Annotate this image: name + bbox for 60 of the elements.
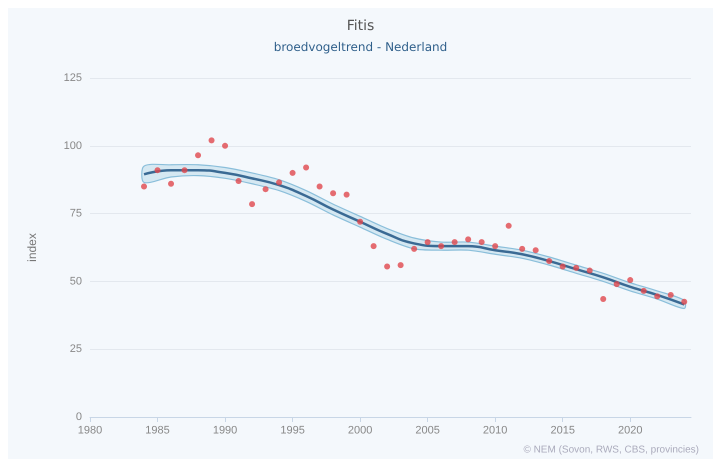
y-axis-title: index	[25, 233, 39, 262]
x-tick-label: 2000	[348, 424, 372, 436]
point	[249, 201, 256, 208]
point	[640, 288, 647, 294]
point	[424, 239, 431, 246]
point	[478, 239, 485, 246]
point	[344, 192, 350, 198]
point	[222, 142, 228, 149]
point	[182, 167, 188, 174]
point	[208, 137, 215, 144]
point	[411, 246, 418, 252]
point	[573, 264, 580, 271]
point	[303, 164, 310, 170]
point	[586, 268, 593, 274]
point	[438, 243, 444, 250]
point	[370, 243, 377, 250]
chart-subtitle: broedvogeltrend - Nederland	[274, 40, 448, 54]
x-tick-label: 2020	[618, 424, 642, 436]
point	[357, 218, 364, 225]
point	[276, 179, 282, 186]
x-tick-label: 2010	[482, 424, 508, 436]
x-tick-label: 1980	[78, 424, 102, 436]
point	[532, 247, 539, 254]
point	[681, 298, 688, 305]
text: © NEM (Sovon, RWS, CBS, provincies)	[523, 444, 699, 456]
point	[262, 186, 269, 192]
point	[627, 277, 634, 284]
y-tick-label: 125	[64, 72, 82, 84]
point	[546, 258, 552, 264]
y-tick-label: 100	[64, 140, 82, 152]
point	[236, 178, 242, 184]
y-tick-label: 0	[76, 411, 82, 423]
point	[465, 236, 472, 242]
x-tick-label: 1990	[212, 424, 238, 436]
chart-title: Fitis	[346, 18, 374, 34]
x-tick-label: 2005	[415, 424, 440, 436]
point	[141, 183, 148, 190]
point	[398, 262, 404, 268]
point	[330, 190, 336, 196]
point	[506, 222, 512, 229]
point	[452, 239, 458, 246]
point	[600, 296, 606, 302]
point	[560, 263, 566, 270]
point	[384, 263, 390, 270]
point	[154, 167, 161, 174]
y-tick-label: 25	[70, 343, 82, 356]
point	[492, 243, 498, 250]
point	[668, 292, 674, 298]
point	[519, 246, 526, 252]
x-tick-label: 1995	[280, 424, 305, 436]
x-tick-label: 1985	[145, 424, 170, 436]
point	[168, 180, 174, 187]
point	[654, 293, 660, 300]
point	[614, 281, 620, 288]
point	[316, 183, 323, 190]
point	[195, 152, 202, 158]
point	[290, 170, 296, 176]
y-tick-label: 75	[70, 208, 82, 220]
x-tick-label: 2015	[550, 424, 575, 436]
y-tick-label: 50	[70, 275, 82, 288]
